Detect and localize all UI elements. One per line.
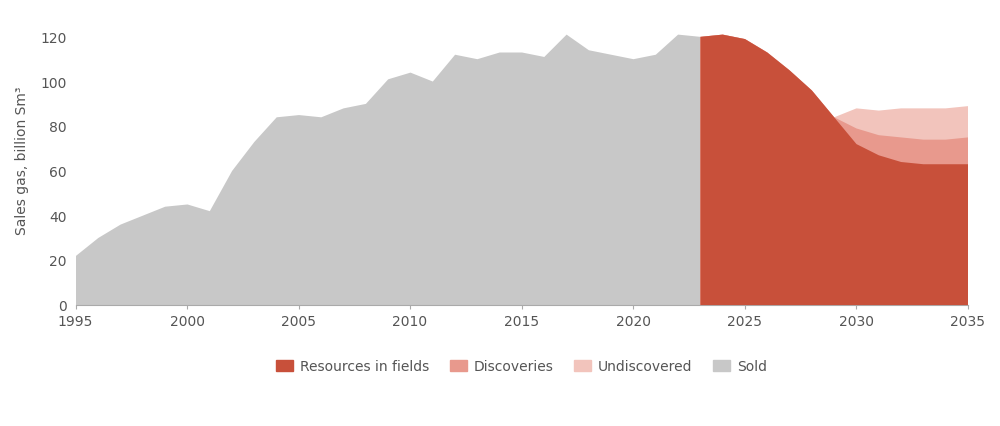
Legend: Resources in fields, Discoveries, Undiscovered, Sold: Resources in fields, Discoveries, Undisc… bbox=[271, 354, 772, 379]
Y-axis label: Sales gas, billion Sm³: Sales gas, billion Sm³ bbox=[15, 86, 29, 234]
